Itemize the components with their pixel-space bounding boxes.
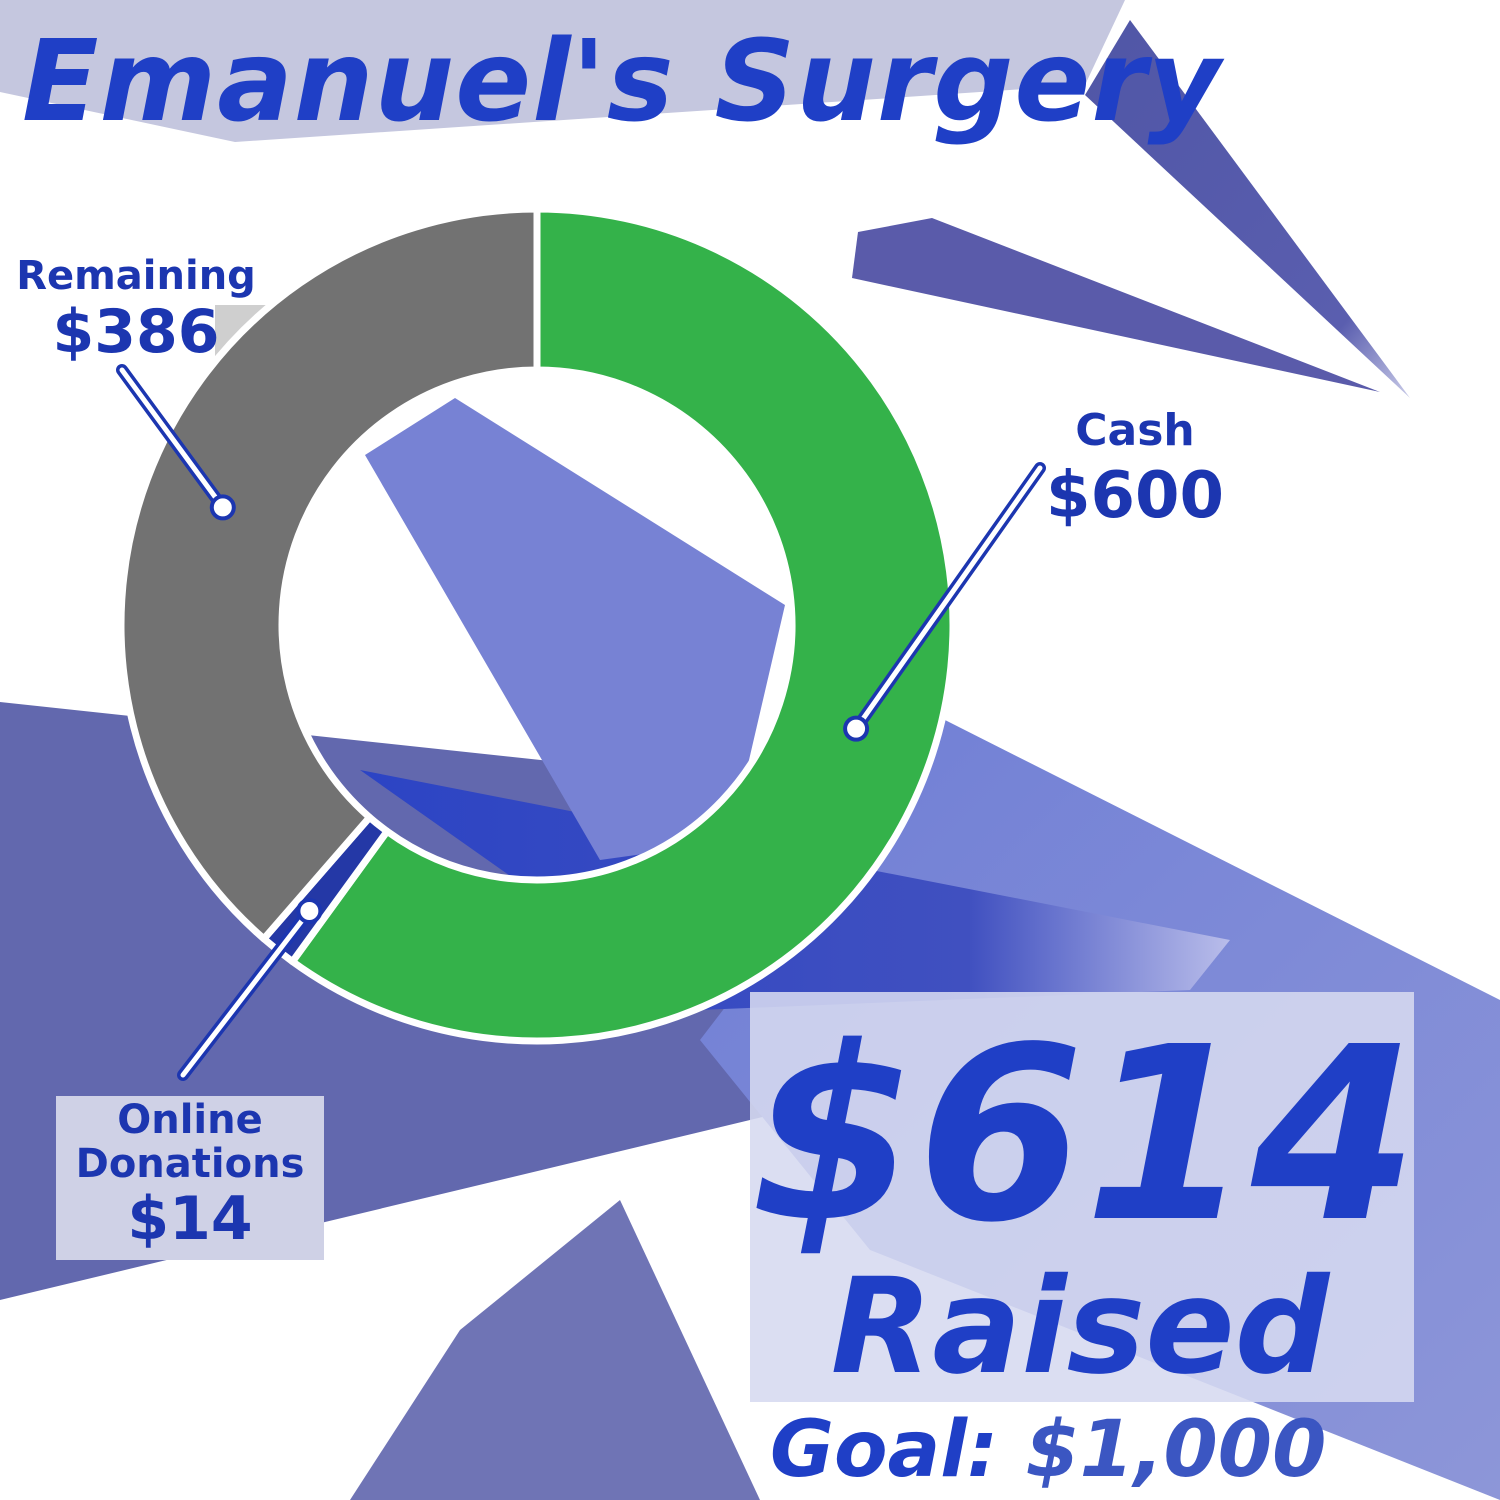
callout-online-donations-label: Online Donations	[75, 1097, 305, 1187]
callout-remaining-label: Remaining	[16, 253, 256, 299]
raised-panel	[750, 992, 1414, 1402]
leader-lines	[116, 364, 1046, 1081]
callout-cash: Cash $600	[1030, 404, 1240, 534]
leader-online-donations	[180, 908, 312, 1078]
callout-cash-value: $600	[1045, 459, 1225, 533]
callout-cash-label: Cash	[1075, 405, 1195, 456]
leader-remaining	[119, 367, 226, 510]
leader-cash-dot	[843, 715, 870, 742]
goal-label: Goal:	[770, 1405, 999, 1495]
goal-line: Goal: $1,000	[770, 1402, 1326, 1498]
page-title: Emanuel's Surgery	[22, 17, 1222, 147]
leader-online-donations-dot	[296, 897, 323, 924]
callout-online-donations-value: $14	[127, 1184, 253, 1254]
leader-cash	[853, 465, 1043, 732]
leader-remaining-dot	[209, 494, 236, 521]
raised-amount: $614	[750, 995, 1418, 1275]
raised-label: Raised	[830, 1250, 1330, 1404]
goal-value: $1,000	[1025, 1405, 1327, 1495]
callout-remaining-value: $386	[52, 297, 220, 367]
callout-online-donations: Online Donations $14	[56, 1098, 324, 1252]
slice-remaining	[117, 205, 541, 943]
callout-remaining: Remaining $386	[0, 252, 272, 364]
slice-cash	[288, 205, 957, 1045]
